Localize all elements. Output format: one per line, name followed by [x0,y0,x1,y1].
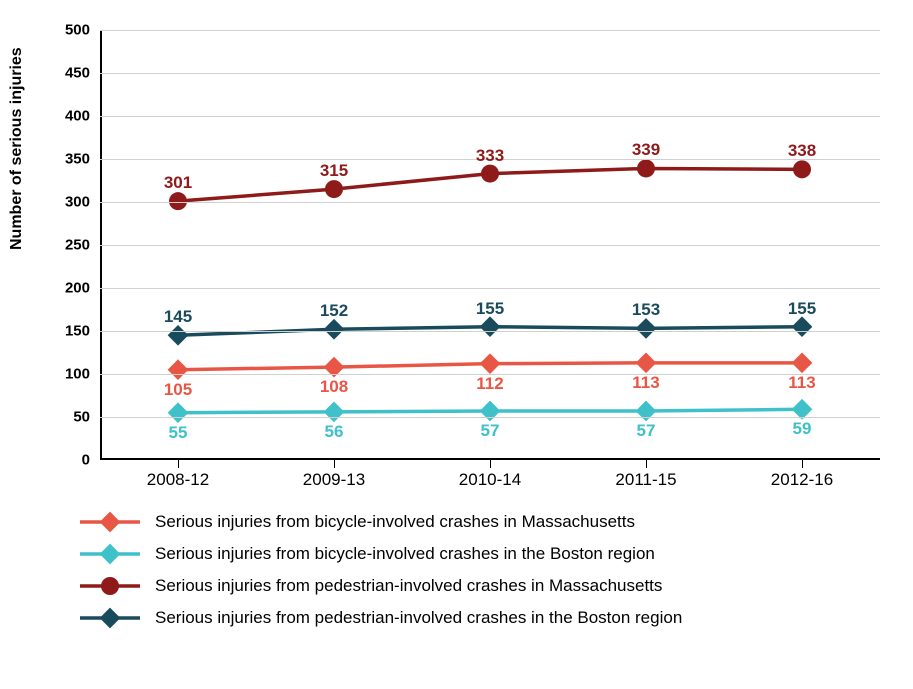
data-label: 153 [632,300,660,320]
y-tick-label: 50 [40,409,90,426]
y-tick-label: 100 [40,366,90,383]
data-label: 105 [164,380,192,400]
x-tick-label: 2011-15 [615,470,676,490]
x-tick-label: 2010-14 [459,470,521,490]
data-label: 56 [325,422,344,442]
y-tick-label: 150 [40,323,90,340]
y-tick-label: 350 [40,151,90,168]
gridline [100,73,880,74]
y-tick-label: 0 [40,452,90,469]
gridline [100,30,880,31]
legend-item: Serious injuries from bicycle-involved c… [80,544,880,564]
legend-label: Serious injuries from pedestrian-involve… [155,576,662,596]
x-tick-mark [334,460,335,468]
y-axis-label: Number of serious injuries [8,47,26,250]
x-tick-label: 2012-16 [771,470,833,490]
data-label: 57 [637,421,656,441]
data-label: 152 [320,301,348,321]
legend-label: Serious injuries from pedestrian-involve… [155,608,682,628]
gridline [100,202,880,203]
data-label: 57 [481,421,500,441]
y-tick-label: 450 [40,65,90,82]
data-label: 108 [320,377,348,397]
gridline [100,288,880,289]
y-tick-label: 300 [40,194,90,211]
legend: Serious injuries from bicycle-involved c… [80,500,880,640]
x-tick-mark [490,460,491,468]
data-label: 59 [793,419,812,439]
data-label: 155 [476,299,504,319]
plot-area: 2008-122009-132010-142011-152012-1610510… [100,30,880,460]
x-tick-mark [178,460,179,468]
x-tick-label: 2008-12 [147,470,209,490]
gridline [100,245,880,246]
data-label: 145 [164,307,192,327]
legend-swatch [80,512,140,532]
y-tick-label: 250 [40,237,90,254]
data-label: 315 [320,161,348,181]
data-label: 55 [169,423,188,443]
legend-item: Serious injuries from pedestrian-involve… [80,608,880,628]
data-label: 339 [632,140,660,160]
gridline [100,417,880,418]
legend-swatch [80,608,140,628]
x-tick-label: 2009-13 [303,470,365,490]
legend-label: Serious injuries from bicycle-involved c… [155,544,655,564]
data-label: 301 [164,173,192,193]
y-tick-label: 400 [40,108,90,125]
data-label: 338 [788,141,816,161]
data-label: 113 [632,373,659,393]
y-tick-label: 200 [40,280,90,297]
legend-item: Serious injuries from pedestrian-involve… [80,576,880,596]
x-tick-mark [646,460,647,468]
gridline [100,331,880,332]
legend-label: Serious injuries from bicycle-involved c… [155,512,635,532]
data-label: 113 [788,373,815,393]
y-tick-label: 500 [40,22,90,39]
data-label: 333 [476,146,504,166]
gridline [100,116,880,117]
chart-container: Number of serious injuries 2008-122009-1… [0,0,913,689]
legend-item: Serious injuries from bicycle-involved c… [80,512,880,532]
data-label: 112 [476,374,503,394]
x-tick-mark [802,460,803,468]
legend-swatch [80,576,140,596]
data-label: 155 [788,299,816,319]
legend-swatch [80,544,140,564]
